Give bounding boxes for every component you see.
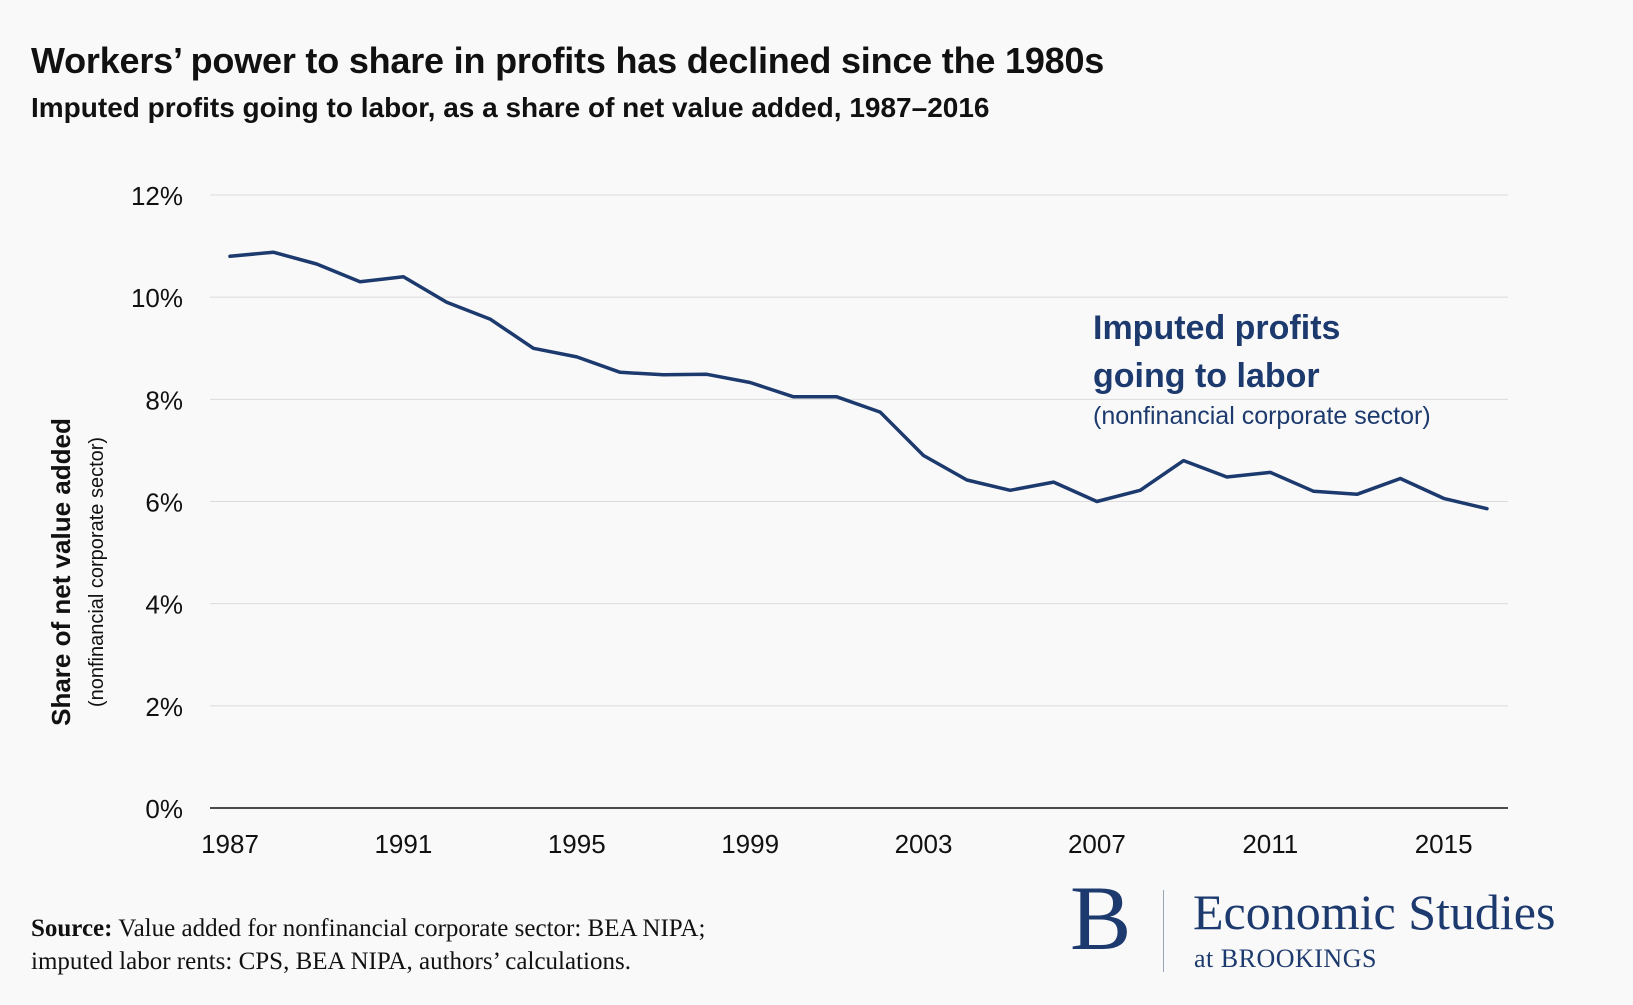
y-tick-label-6: 6% [145,488,183,518]
x-tick-label-2015: 2015 [1415,829,1473,859]
y-tick-label-2: 2% [145,692,183,722]
logo-subtitle: at BROOKINGS [1194,944,1377,973]
line-chart: 0% 2% 4% 6% 8% 10% 12% 1987 1991 1995 1999 2003 200… [46,181,1508,859]
chart-subtitle: Imputed profits going to labor, as a sha… [31,92,990,123]
y-tick-label-12: 12% [131,181,183,211]
y-tick-label-4: 4% [145,590,183,620]
logo-name: Economic Studies [1193,884,1556,940]
y-tick-label-10: 10% [131,283,183,313]
series-annotation-line2: going to labor [1093,357,1320,395]
series-annotation-note: (nonfinancial corporate sector) [1093,402,1431,430]
source-text-1: Value added for nonfinancial corporate s… [118,915,706,942]
source-line-1: Source: Value added for nonfinancial cor… [31,912,705,945]
source-note: Source: Value added for nonfinancial cor… [31,912,705,978]
x-tick-label-1987: 1987 [201,829,259,859]
y-axis-title: Share of net value added [46,418,76,726]
series-group [228,250,1489,511]
y-tick-label-8: 8% [145,385,183,415]
logo-letter: B [1070,867,1132,969]
chart-title: Workers’ power to share in profits has d… [31,40,1105,81]
y-axis-title-note: (nonfinancial corporate sector) [86,437,108,707]
x-axis-ticks: 1987 1991 1995 1999 2003 2007 2011 2015 [201,829,1472,859]
source-text-2: imputed labor rents: CPS, BEA NIPA, auth… [31,948,631,975]
source-label: Source: [31,915,113,942]
brookings-logo: B Economic Studies at BROOKINGS [1070,872,1630,990]
gridlines [210,194,1508,707]
x-tick-label-2007: 2007 [1068,829,1126,859]
logo-divider [1163,890,1164,972]
series-line-0 [228,250,1489,511]
series-annotation-line1: Imputed profits [1093,309,1340,347]
x-tick-label-2003: 2003 [895,829,953,859]
x-tick-label-1995: 1995 [548,829,606,859]
x-tick-label-1999: 1999 [721,829,779,859]
x-tick-label-2011: 2011 [1242,829,1298,859]
y-axis-ticks: 0% 2% 4% 6% 8% 10% 12% [131,181,183,824]
x-tick-label-1991: 1991 [374,829,432,859]
y-tick-label-0: 0% [145,794,183,824]
